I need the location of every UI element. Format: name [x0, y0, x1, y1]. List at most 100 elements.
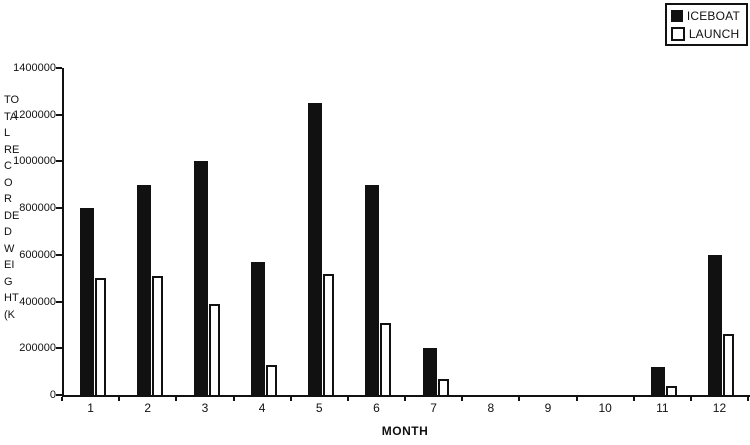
x-tick-label-1: 1	[87, 401, 94, 415]
bar-launch-month-6	[380, 322, 392, 395]
y-axis-title-line: DE	[4, 209, 20, 222]
bar-iceboat-month-12	[708, 254, 723, 395]
x-tick-label-5: 5	[315, 401, 323, 415]
y-axis-title-line: RE	[4, 143, 20, 156]
x-tick-mark	[61, 397, 63, 401]
x-tick-label-8: 8	[487, 401, 495, 415]
x-tick-mark	[118, 397, 121, 401]
y-axis-title-line: L	[4, 127, 11, 139]
bar-iceboat-month-4	[251, 261, 266, 395]
bar-iceboat-month-6	[365, 184, 380, 395]
iceboat-swatch-icon	[670, 9, 683, 22]
y-tick-mark	[56, 347, 62, 350]
bar-launch-month-11	[666, 385, 678, 395]
x-tick-mark	[689, 397, 692, 401]
legend-item-iceboat: ICEBOAT	[670, 8, 740, 23]
y-axis-title-line: G	[4, 275, 13, 288]
y-axis-title: TO TA L RE C O R DE D W EI G HT (K	[4, 92, 28, 323]
y-tick-mark	[56, 113, 62, 116]
bar-group-month-7	[407, 68, 464, 395]
bar-launch-month-2	[151, 275, 163, 395]
bar-launch-month-7	[437, 378, 449, 395]
bar-iceboat-month-2	[136, 184, 151, 395]
x-tick-mark	[461, 397, 464, 401]
legend: ICEBOAT LAUNCH	[664, 3, 748, 46]
bar-iceboat-month-1	[79, 208, 94, 395]
y-axis-title-line: HT	[4, 292, 19, 304]
x-axis-tickmarks	[61, 395, 749, 401]
x-tick-label-7: 7	[430, 401, 437, 415]
bar-group-month-6	[350, 68, 407, 395]
x-tick-mark	[518, 397, 521, 401]
x-tick-label-10: 10	[598, 401, 612, 415]
legend-item-launch: LAUNCH	[670, 26, 740, 41]
y-tick-label: 1000000	[13, 155, 56, 168]
launch-swatch-icon	[670, 26, 685, 41]
x-tick-label-11: 11	[656, 401, 669, 415]
y-tick-label: 0	[49, 389, 56, 401]
y-tick-label: 400000	[19, 295, 56, 308]
y-tick-mark	[56, 67, 62, 69]
bar-iceboat-month-3	[193, 161, 208, 395]
y-tick-label: 200000	[19, 342, 56, 355]
bar-group-month-4	[236, 68, 293, 395]
x-tick-label-4: 4	[258, 401, 266, 415]
y-axis-title-line: EI	[4, 259, 15, 271]
y-axis-title-line: D	[4, 226, 12, 238]
bar-launch-month-1	[94, 278, 106, 395]
y-axis-labels: 0 200000 400000 600000 800000 1000000 1200000 1…	[0, 62, 56, 401]
y-tick-mark	[56, 300, 62, 303]
bar-iceboat-month-11	[651, 366, 666, 395]
y-tick-mark	[56, 207, 62, 210]
x-tick-label-2: 2	[144, 401, 152, 415]
x-axis-title: MONTH	[381, 424, 429, 438]
y-tick-label: 800000	[19, 202, 56, 215]
y-axis-title-line: (K	[4, 308, 15, 321]
x-tick-label-6: 6	[373, 401, 380, 415]
bar-launch-month-5	[323, 273, 335, 395]
bar-group-month-9	[521, 68, 578, 395]
y-tick-mark	[56, 160, 62, 163]
bar-group-month-12	[693, 68, 750, 395]
bar-launch-month-12	[723, 334, 735, 395]
x-axis-labels: 1 2 3 4 5 6 7 8 9 10 11 12	[62, 401, 748, 415]
y-axis-title-line: O	[4, 176, 13, 189]
y-axis-title-line: TA	[4, 110, 18, 123]
bar-iceboat-month-5	[308, 103, 323, 395]
x-tick-mark	[747, 397, 749, 401]
y-tick-label: 600000	[19, 248, 56, 261]
bar-group-month-8	[464, 68, 521, 395]
bar-group-month-5	[293, 68, 350, 395]
bar-launch-month-4	[266, 364, 278, 395]
x-tick-mark	[632, 397, 635, 401]
y-axis-title-line: C	[4, 160, 12, 172]
y-axis-title-line: R	[4, 193, 12, 205]
bar-group-month-10	[579, 68, 636, 395]
x-tick-mark	[346, 397, 349, 401]
bar-group-month-1	[64, 68, 121, 395]
bar-group-month-11	[636, 68, 693, 395]
legend-label-launch: LAUNCH	[688, 26, 740, 41]
y-axis-title-line: W	[4, 242, 15, 255]
x-tick-mark	[175, 397, 178, 401]
x-tick-mark	[289, 397, 292, 401]
x-tick-mark	[404, 397, 406, 401]
y-axis-tickmarks	[56, 67, 62, 396]
legend-label-iceboat: ICEBOAT	[686, 8, 740, 23]
x-tick-label-12: 12	[712, 401, 727, 415]
bar-launch-month-3	[208, 303, 220, 395]
x-tick-mark	[232, 397, 235, 401]
y-tick-label: 1400000	[13, 62, 56, 74]
x-tick-label-3: 3	[201, 401, 209, 415]
y-tick-mark	[56, 253, 62, 256]
y-tick-mark	[56, 394, 62, 396]
plot-area	[62, 68, 750, 397]
x-tick-label-9: 9	[544, 401, 552, 415]
y-tick-label: 1200000	[13, 108, 56, 121]
bar-iceboat-month-7	[422, 348, 437, 395]
bar-group-month-2	[121, 68, 178, 395]
bar-group-month-3	[178, 68, 235, 395]
y-axis-title-line: TO	[4, 94, 20, 106]
x-tick-mark	[575, 397, 578, 401]
